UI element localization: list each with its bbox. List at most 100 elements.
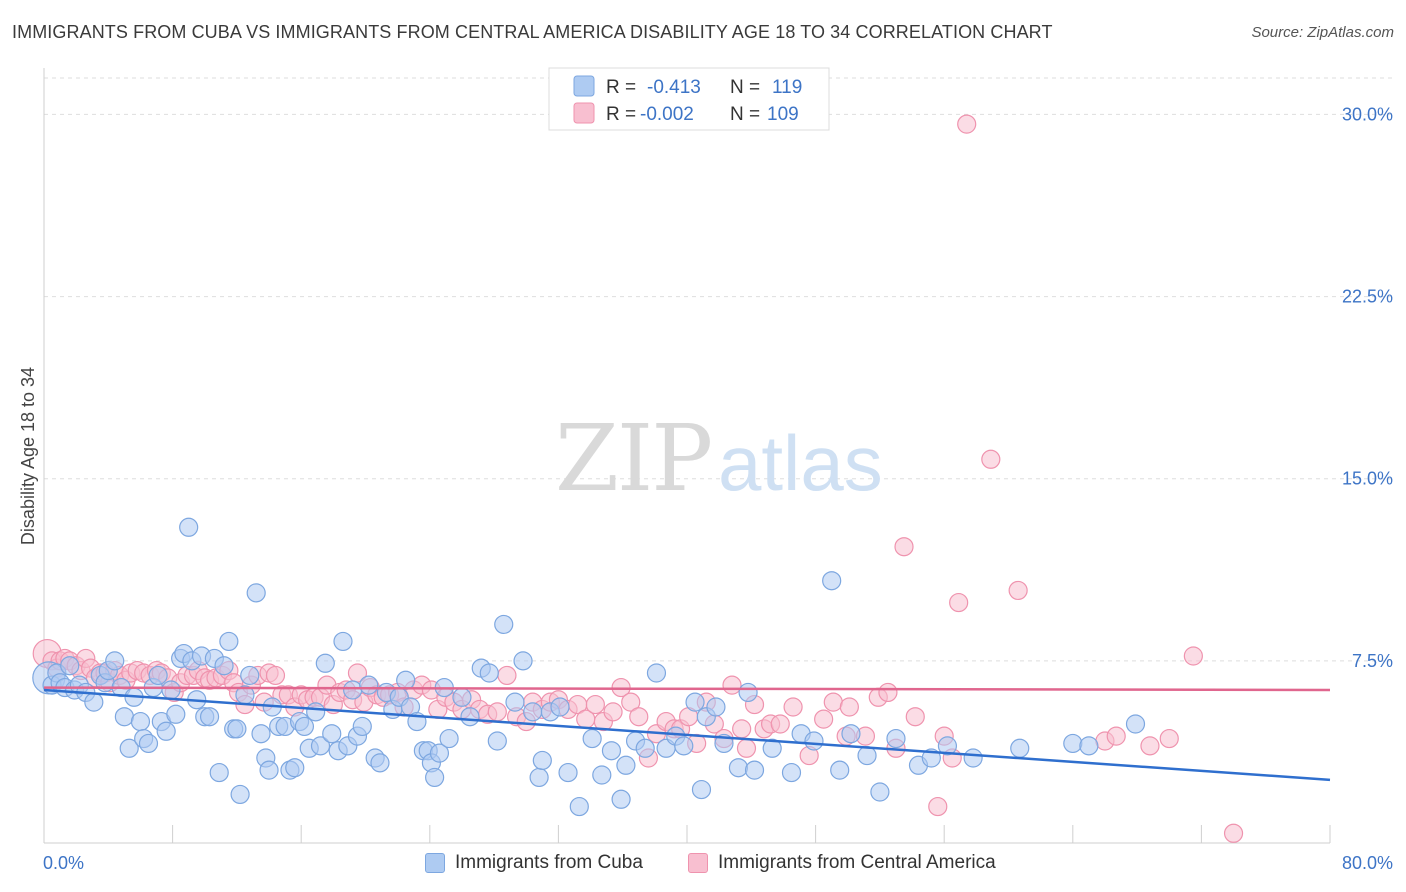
central-america-point (894, 537, 914, 557)
cuba-point (230, 784, 250, 805)
cuba-point (1079, 736, 1099, 756)
cuba-point (691, 779, 712, 800)
cuba-point (529, 767, 549, 788)
cuba-point (674, 736, 694, 756)
cuba-point (259, 760, 279, 780)
central-america-point (1223, 823, 1244, 843)
central-america-point (722, 675, 742, 695)
central-america-point (823, 692, 843, 712)
central-america-point (957, 114, 977, 134)
cuba-point (532, 750, 552, 771)
central-america-point (1183, 646, 1203, 666)
cuba-point (550, 697, 570, 717)
cuba-point (105, 651, 125, 671)
central-america-point (1106, 726, 1126, 746)
trend-lines (43, 686, 1331, 782)
cuba-point (582, 728, 602, 749)
cuba-point (370, 753, 390, 773)
cuba-point (963, 748, 983, 768)
central-america-point (928, 796, 948, 817)
cuba-point (635, 738, 655, 758)
central-america-point (497, 665, 517, 686)
central-america-point (905, 707, 925, 727)
central-america-point (585, 694, 605, 715)
y-tick-labels: 7.5% 15.0% 22.5% 30.0% (1342, 104, 1393, 670)
cuba-point (569, 796, 589, 817)
cuba-point (822, 571, 842, 591)
cuba-point (558, 762, 578, 783)
cuba-point (685, 692, 705, 712)
y-tick-label: 22.5% (1342, 287, 1393, 307)
legend-r-value-cuba: -0.413 (647, 77, 701, 98)
cuba-point (240, 665, 260, 686)
cuba-point (214, 656, 234, 676)
central-america-point (1008, 580, 1028, 601)
cuba-point (460, 707, 480, 727)
cuba-point (84, 692, 104, 712)
cuba-point (352, 716, 372, 737)
x-tick-label-max: 80.0% (1342, 853, 1393, 873)
legend-n-label-cuba: N = (730, 77, 760, 98)
cuba-point (322, 724, 342, 744)
legend-box (548, 67, 830, 131)
cuba-point (744, 760, 765, 780)
cuba-point (937, 736, 958, 756)
cuba-point (738, 682, 758, 703)
legend-swatch-central-america (573, 102, 595, 124)
cuba-point (479, 663, 499, 683)
legend-n-value-ca: 109 (767, 104, 799, 125)
central-america-point (783, 697, 803, 717)
cuba-point (156, 721, 176, 741)
cuba-point (886, 728, 906, 749)
cuba-point (425, 767, 445, 788)
cuba-point (804, 731, 824, 751)
cuba-point (315, 653, 335, 673)
central-america-point (629, 707, 649, 727)
grid-lines (44, 77, 1393, 662)
cuba-point (343, 680, 363, 700)
bottom-legend: Immigrants from Cuba Immigrants from Cen… (0, 852, 1406, 878)
legend-n-value-cuba: 119 (772, 77, 802, 98)
cuba-point (1063, 733, 1083, 754)
y-tick-label: 30.0% (1342, 104, 1393, 124)
cuba-point (762, 738, 782, 758)
cuba-point (294, 716, 315, 737)
cuba-point (161, 680, 181, 700)
central-america-point (732, 719, 752, 739)
cuba-point (1010, 738, 1030, 758)
cuba-point (114, 707, 134, 727)
cuba-point (505, 692, 525, 712)
cuba-point (219, 631, 239, 652)
cuba-point (513, 651, 533, 671)
cuba-point (130, 711, 151, 732)
bottom-legend-swatch-cuba (425, 853, 445, 873)
cuba-point (333, 631, 353, 652)
chart-title: IMMIGRANTS FROM CUBA VS IMMIGRANTS FROM … (12, 22, 1053, 42)
cuba-point (60, 656, 80, 676)
cuba-point (209, 762, 229, 783)
bottom-legend-item-central-america[interactable]: Immigrants from Central America (688, 852, 996, 874)
trend-line-cuba (43, 688, 1331, 782)
y-axis-label: Disability Age 18 to 34 (18, 367, 38, 545)
watermark-atlas: atlas (718, 419, 883, 507)
cuba-point (870, 782, 890, 802)
cuba-point (199, 707, 220, 727)
cuba-point (166, 704, 186, 724)
central-america-point (1140, 736, 1160, 756)
central-america-point (839, 697, 859, 717)
central-america-point (621, 692, 641, 712)
top-legend: R = -0.413 N = 119 R = -0.002 N = 109 (548, 67, 830, 131)
cuba-point (523, 702, 543, 722)
central-america-point (981, 449, 1001, 469)
cuba-point (396, 670, 416, 690)
cuba-point (601, 741, 622, 761)
central-america-point (814, 709, 834, 729)
cuba-point (616, 755, 636, 775)
legend-r-value-ca: -0.002 (640, 104, 694, 125)
legend-r-label-cuba: R = (606, 77, 636, 98)
watermark-zip: ZIP (555, 405, 711, 512)
cuba-point (310, 736, 331, 756)
cuba-point (841, 724, 861, 744)
bottom-legend-item-cuba[interactable]: Immigrants from Cuba (425, 852, 643, 874)
